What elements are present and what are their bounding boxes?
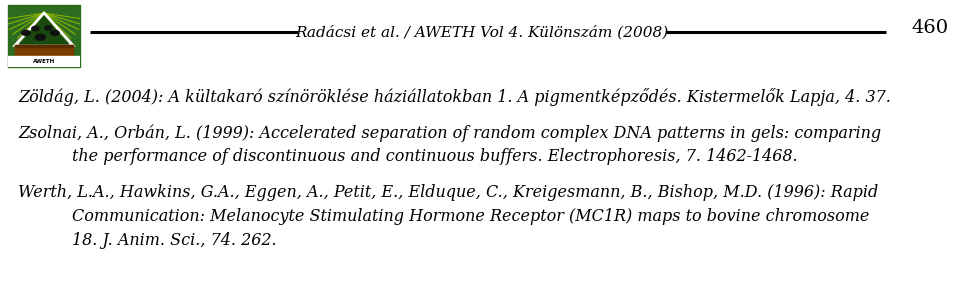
Text: Radácsi et al. / AWETH Vol 4. Különszám (2008): Radácsi et al. / AWETH Vol 4. Különszám … [295, 25, 668, 39]
Text: Werth, L.A., Hawkins, G.A., Eggen, A., Petit, E., Elduque, C., Kreigesmann, B., : Werth, L.A., Hawkins, G.A., Eggen, A., P… [18, 184, 878, 201]
Text: the performance of discontinuous and continuous buffers. Electrophoresis, 7. 146: the performance of discontinuous and con… [72, 148, 798, 165]
Ellipse shape [35, 34, 45, 40]
Text: Communication: Melanocyte Stimulating Hormone Receptor (MC1R) maps to bovine chr: Communication: Melanocyte Stimulating Ho… [72, 208, 870, 225]
Bar [8, 56, 80, 67]
Text: AWETH: AWETH [33, 59, 55, 64]
Ellipse shape [32, 26, 39, 31]
Bar [15, 45, 73, 56]
Text: Zöldág, L. (2004): A kültakaró színöröklése háziállatokban 1. A pigmentképződés.: Zöldág, L. (2004): A kültakaró színörökl… [18, 88, 891, 106]
Ellipse shape [45, 26, 52, 30]
Text: Zsolnai, A., Orbán, L. (1999): Accelerated separation of random complex DNA patt: Zsolnai, A., Orbán, L. (1999): Accelerat… [18, 124, 881, 142]
Polygon shape [19, 15, 69, 45]
Text: 460: 460 [911, 19, 948, 37]
Ellipse shape [22, 30, 31, 35]
Text: 18. J. Anim. Sci., 74. 262.: 18. J. Anim. Sci., 74. 262. [72, 232, 276, 249]
Ellipse shape [51, 30, 59, 35]
Bar [15, 45, 73, 47]
